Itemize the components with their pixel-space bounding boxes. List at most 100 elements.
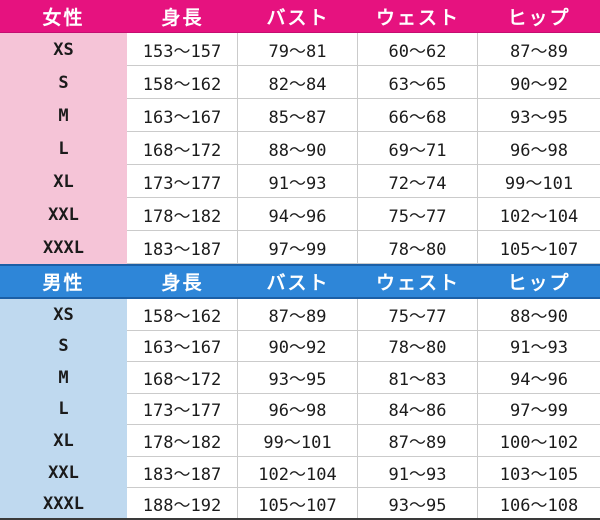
col-header-hip: ヒップ (507, 272, 571, 294)
cell-hip: 96～98 (478, 132, 600, 165)
cell-bust: 82～84 (238, 66, 358, 99)
group-label-women: 女性 (42, 6, 85, 29)
row-label: XXL (0, 456, 127, 489)
table-row: XS 158～162 87～89 75～77 88～90 (0, 299, 600, 331)
cell-hip: 99～101 (478, 165, 600, 198)
cell-waist: 63～65 (358, 66, 478, 99)
cell-bust: 87～89 (238, 299, 358, 331)
cell-hip: 102～104 (478, 198, 600, 231)
row-label: M (0, 99, 127, 132)
cell-waist: 87～89 (358, 425, 478, 457)
cell-waist: 84～86 (358, 393, 478, 426)
table-row: XXXL 188～192 105～107 93～95 106～108 (0, 488, 600, 520)
table-row: M 163～167 85～87 66～68 93～95 (0, 99, 600, 132)
cell-height: 178～182 (127, 425, 238, 457)
cell-hip: 103～105 (478, 456, 600, 489)
cell-bust: 96～98 (238, 393, 358, 426)
col-header-bust: バスト (266, 6, 330, 29)
men-section: 男性 身長 バスト ウェスト ヒップ XS 158～162 87～89 75～7… (0, 264, 600, 520)
table-row: XL 173～177 91～93 72～74 99～101 (0, 165, 600, 198)
cell-hip: 87～89 (478, 33, 600, 66)
cell-waist: 69～71 (358, 132, 478, 165)
cell-hip: 91～93 (478, 330, 600, 363)
row-label: XXL (0, 198, 127, 231)
cell-height: 173～177 (127, 165, 238, 198)
cell-height: 163～167 (127, 99, 238, 132)
cell-bust: 99～101 (238, 425, 358, 457)
table-row: L 168～172 88～90 69～71 96～98 (0, 132, 600, 165)
cell-height: 188～192 (127, 488, 238, 520)
cell-bust: 94～96 (238, 198, 358, 231)
cell-waist: 78～80 (358, 330, 478, 363)
cell-hip: 105～107 (478, 231, 600, 264)
cell-height: 183～187 (127, 231, 238, 264)
cell-height: 178～182 (127, 198, 238, 231)
cell-bust: 102～104 (238, 456, 358, 489)
cell-height: 158～162 (127, 66, 238, 99)
row-label: XS (0, 299, 127, 331)
cell-bust: 91～93 (238, 165, 358, 198)
cell-waist: 81～83 (358, 362, 478, 394)
table-row: XS 153～157 79～81 60～62 87～89 (0, 33, 600, 66)
row-label: XL (0, 425, 127, 457)
cell-waist: 72～74 (358, 165, 478, 198)
cell-waist: 75～77 (358, 198, 478, 231)
cell-hip: 94～96 (478, 362, 600, 394)
cell-height: 173～177 (127, 393, 238, 426)
cell-bust: 93～95 (238, 362, 358, 394)
row-label: S (0, 66, 127, 99)
cell-height: 183～187 (127, 456, 238, 489)
cell-height: 163～167 (127, 330, 238, 363)
cell-waist: 91～93 (358, 456, 478, 489)
col-header-bust: バスト (266, 272, 330, 294)
cell-height: 153～157 (127, 33, 238, 66)
cell-bust: 105～107 (238, 488, 358, 520)
cell-hip: 88～90 (478, 299, 600, 331)
row-label: XXXL (0, 488, 127, 520)
table-row: S 158～162 82～84 63～65 90～92 (0, 66, 600, 99)
cell-bust: 79～81 (238, 33, 358, 66)
cell-hip: 93～95 (478, 99, 600, 132)
row-label: L (0, 132, 127, 165)
cell-hip: 100～102 (478, 425, 600, 457)
cell-hip: 106～108 (478, 488, 600, 520)
table-row: XXL 178～182 94～96 75～77 102～104 (0, 198, 600, 231)
row-label: XL (0, 165, 127, 198)
cell-hip: 90～92 (478, 66, 600, 99)
row-label: S (0, 330, 127, 363)
cell-bust: 97～99 (238, 231, 358, 264)
table-row: XXL 183～187 102～104 91～93 103～105 (0, 456, 600, 489)
cell-height: 168～172 (127, 362, 238, 394)
cell-waist: 75～77 (358, 299, 478, 331)
table-row: XL 178～182 99～101 87～89 100～102 (0, 425, 600, 457)
women-header-row: 女性 身長 バスト ウェスト ヒップ (0, 0, 600, 33)
table-row: L 173～177 96～98 84～86 97～99 (0, 393, 600, 426)
cell-waist: 66～68 (358, 99, 478, 132)
row-label: XXXL (0, 231, 127, 264)
row-label: M (0, 362, 127, 394)
cell-height: 168～172 (127, 132, 238, 165)
table-bottom-border (0, 518, 600, 520)
col-header-waist: ウェスト (375, 6, 460, 29)
cell-waist: 60～62 (358, 33, 478, 66)
cell-height: 158～162 (127, 299, 238, 331)
cell-hip: 97～99 (478, 393, 600, 426)
table-row: S 163～167 90～92 78～80 91～93 (0, 330, 600, 363)
col-header-hip: ヒップ (507, 6, 571, 29)
cell-waist: 78～80 (358, 231, 478, 264)
group-label-men: 男性 (42, 272, 85, 294)
col-header-waist: ウェスト (375, 272, 460, 294)
col-header-height: 身長 (161, 6, 204, 29)
cell-bust: 85～87 (238, 99, 358, 132)
row-label: XS (0, 33, 127, 66)
table-row: XXXL 183～187 97～99 78～80 105～107 (0, 231, 600, 264)
cell-bust: 88～90 (238, 132, 358, 165)
col-header-height: 身長 (161, 272, 204, 294)
women-section: 女性 身長 バスト ウェスト ヒップ XS 153～157 79～81 60～6… (0, 0, 600, 264)
row-label: L (0, 393, 127, 426)
table-row: M 168～172 93～95 81～83 94～96 (0, 362, 600, 394)
men-header-row: 男性 身長 バスト ウェスト ヒップ (0, 264, 600, 299)
cell-waist: 93～95 (358, 488, 478, 520)
cell-bust: 90～92 (238, 330, 358, 363)
